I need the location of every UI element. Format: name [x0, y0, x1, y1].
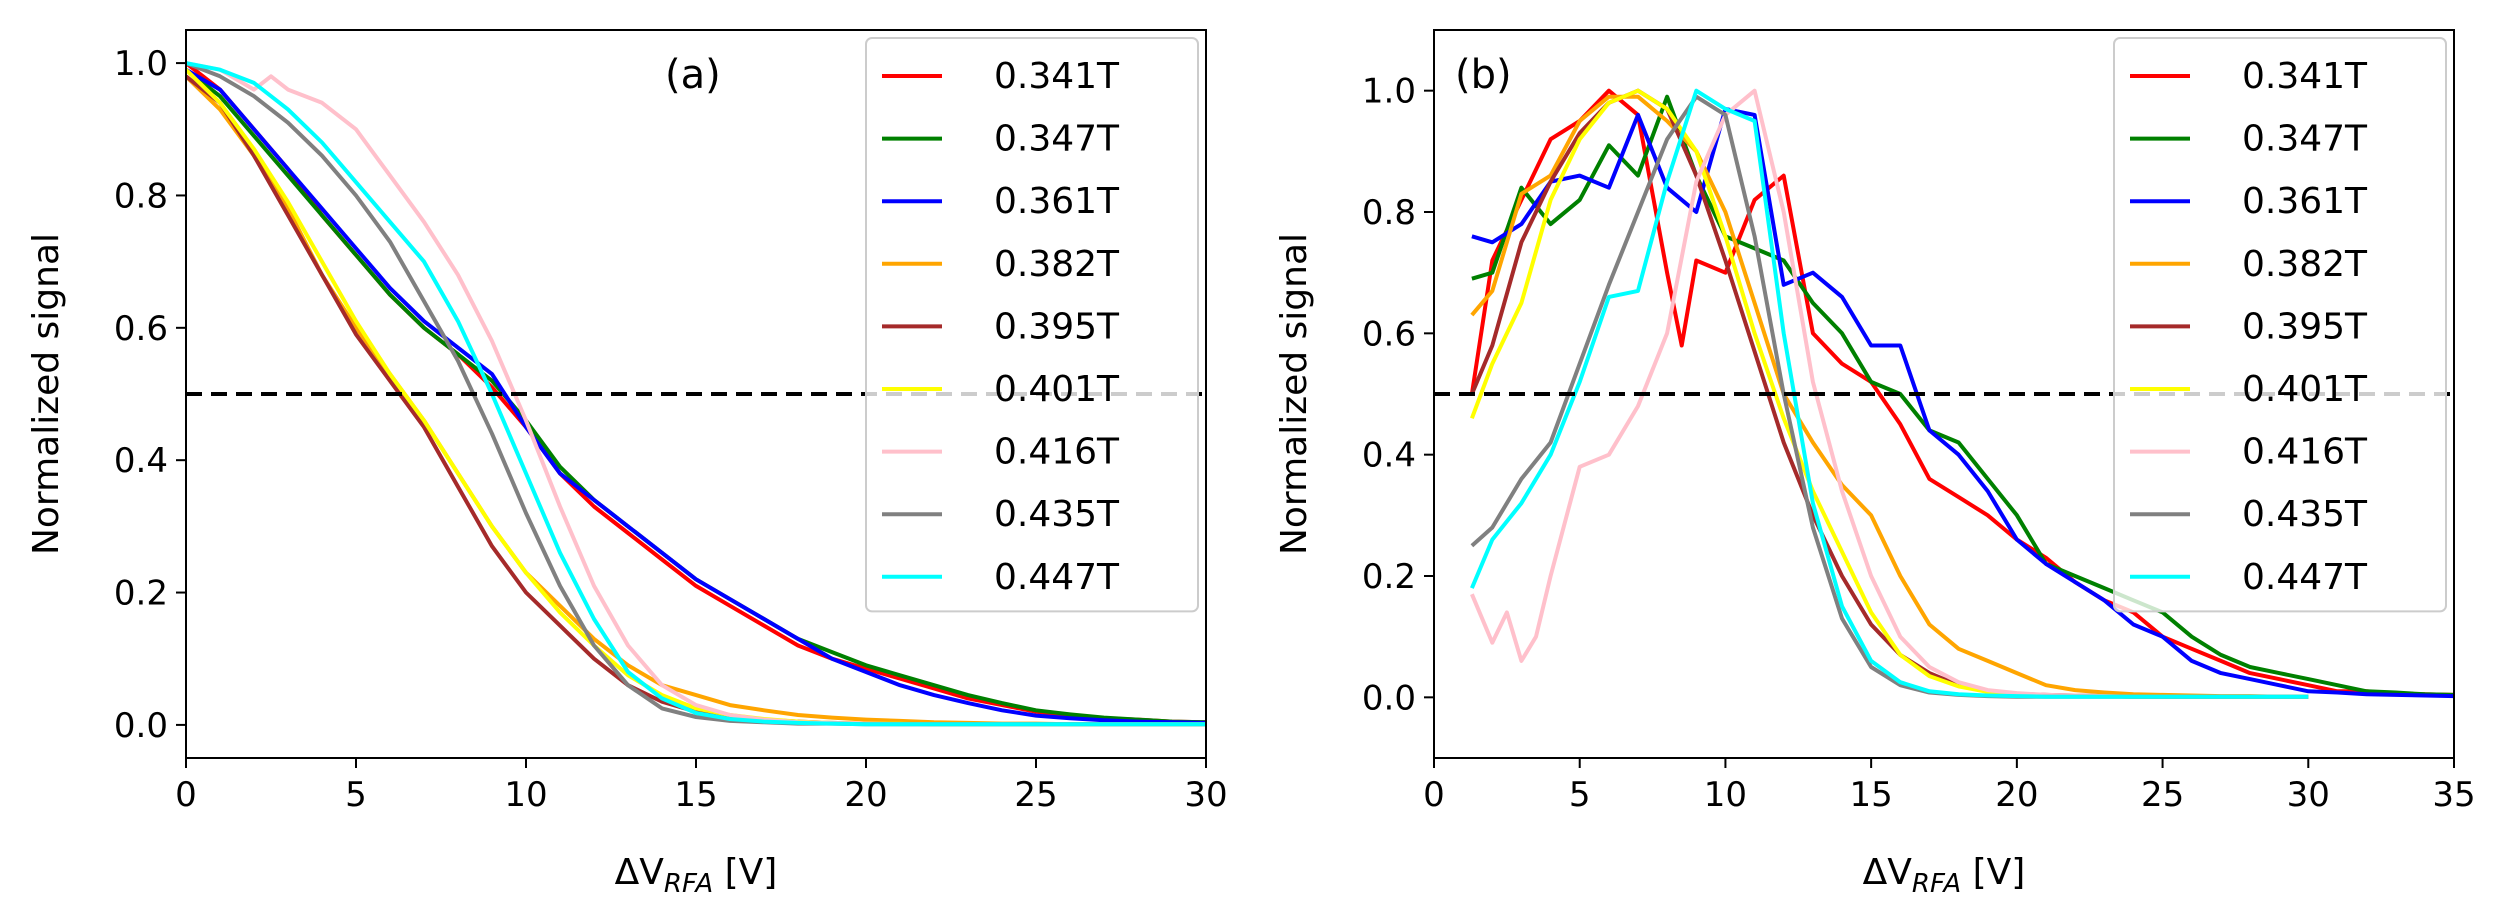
panel-a-ytick-label: 0.6 — [114, 309, 168, 349]
panel-b-xtick-label: 10 — [1704, 775, 1747, 815]
panel-b-series-line-0.341T — [1469, 88, 2454, 697]
panel-b-xtick-label: 30 — [2287, 775, 2330, 815]
panel-a-ytick-label: 0.2 — [114, 574, 168, 614]
panel-b-xtick-label: 25 — [2141, 775, 2184, 815]
panel-a-series-line-0.447T — [186, 61, 1206, 727]
panel-b-ylabel: Normalized signal — [1274, 233, 1315, 555]
panel-a-ylabel: Normalized signal — [26, 233, 67, 555]
panel-a-ytick-label: 0.4 — [114, 441, 168, 481]
panel-a-ytick-label: 0.0 — [114, 706, 168, 746]
panel-b-legend-label: 0.382T — [2242, 244, 2368, 285]
panel-a-xtick-label: 25 — [1014, 775, 1057, 815]
panel-a: 0 5 10 15 20 25 30 0.0 0.2 0.4 0.6 0.8 1.0 (a) Norma… — [26, 29, 1228, 899]
panel-b-ytick-label: 0.4 — [1362, 436, 1416, 476]
panel-a-series-line-0.361T — [186, 67, 1206, 725]
panel-b-legend-label: 0.395T — [2242, 306, 2368, 347]
panel-a-legend-label: 0.416T — [994, 432, 1120, 473]
panel-a-legend-label: 0.347T — [994, 119, 1120, 160]
panel-b-legend-label: 0.347T — [2242, 119, 2368, 160]
panel-a-legend-label: 0.395T — [994, 306, 1120, 347]
panel-b: 0 5 10 15 20 25 30 35 0.0 0.2 0.4 0.6 0.8 1.0 (b) Nor… — [1274, 29, 2476, 899]
panel-a-ticks: 0 5 10 15 20 25 30 0.0 0.2 0.4 0.6 0.8 1.0 — [114, 44, 1228, 815]
panel-b-legend-label: 0.361T — [2242, 181, 2368, 222]
panel-b-xlabel-unit: [V] — [1961, 852, 2025, 893]
panel-b-ytick-label: 1.0 — [1362, 72, 1416, 112]
panel-b-plot-lines — [1469, 88, 2454, 699]
panel-b-ytick-label: 0.6 — [1362, 314, 1416, 354]
panel-b-series-line-0.447T — [1470, 88, 2309, 699]
panel-a-label: (a) — [665, 52, 721, 98]
panel-b-ytick-label: 0.2 — [1362, 557, 1416, 597]
panel-a-legend-label: 0.382T — [994, 244, 1120, 285]
panel-a-xlabel-base: ΔV — [615, 852, 665, 893]
panel-a-ytick-label: 0.8 — [114, 176, 168, 216]
panel-b-xlabel: ΔVRFA [V] — [1863, 852, 2026, 899]
panel-b-xlabel-sub: RFA — [1912, 869, 1961, 899]
panel-b-legend-label: 0.416T — [2242, 432, 2368, 473]
panel-a-legend-label: 0.435T — [994, 494, 1120, 535]
panel-b-legend-label: 0.341T — [2242, 56, 2368, 97]
panel-b-label: (b) — [1455, 52, 1512, 98]
panel-b-xtick-label: 35 — [2432, 775, 2475, 815]
panel-a-legend-label: 0.361T — [994, 181, 1120, 222]
panel-a-legend-label: 0.401T — [994, 369, 1120, 410]
panel-b-axes-frame — [1433, 29, 2455, 759]
panel-b-legend: 0.341T 0.347T 0.361T 0.382T 0.395T 0.401T 0.41… — [2113, 37, 2447, 613]
panel-b-xlabel-base: ΔV — [1863, 852, 1913, 893]
panel-b-ytick-label: 0.8 — [1362, 193, 1416, 233]
panel-b-legend-label: 0.401T — [2242, 369, 2368, 410]
panel-a-legend: 0.341T 0.347T 0.361T 0.382T 0.395T 0.401T 0.41… — [865, 37, 1199, 613]
panel-b-xtick-label: 0 — [1423, 775, 1445, 815]
panel-a-xlabel-unit: [V] — [713, 852, 777, 893]
panel-a-xlabel: ΔVRFA [V] — [615, 852, 778, 899]
panel-b-xtick-label: 20 — [1995, 775, 2038, 815]
panel-b-legend-box — [2113, 37, 2447, 613]
panel-a-ytick-label: 1.0 — [114, 44, 168, 84]
panel-a-xlabel-sub: RFA — [664, 869, 713, 899]
panel-a-legend-label: 0.341T — [994, 56, 1120, 97]
panel-b-legend-label: 0.435T — [2242, 494, 2368, 535]
panel-a-xtick-label: 15 — [674, 775, 717, 815]
panel-a-xtick-label: 5 — [345, 775, 367, 815]
panel-a-plot-lines — [186, 61, 1206, 727]
panel-b-xtick-label: 5 — [1569, 775, 1591, 815]
panel-a-xtick-label: 20 — [844, 775, 887, 815]
panel-b-series-line-0.361T — [1471, 106, 2454, 699]
panel-b-ytick-label: 0.0 — [1362, 678, 1416, 718]
panel-a-legend-label: 0.447T — [994, 557, 1120, 598]
panel-b-xtick-label: 15 — [1850, 775, 1893, 815]
panel-a-xtick-label: 30 — [1184, 775, 1227, 815]
panel-a-xtick-label: 10 — [504, 775, 547, 815]
panel-b-legend-label: 0.447T — [2242, 557, 2368, 598]
panel-a-legend-box — [865, 37, 1199, 613]
panel-b-series-line-0.347T — [1471, 94, 2454, 697]
panel-a-xtick-label: 0 — [175, 775, 197, 815]
panel-b-ticks: 0 5 10 15 20 25 30 35 0.0 0.2 0.4 0.6 0.8 1.0 — [1362, 72, 2476, 815]
